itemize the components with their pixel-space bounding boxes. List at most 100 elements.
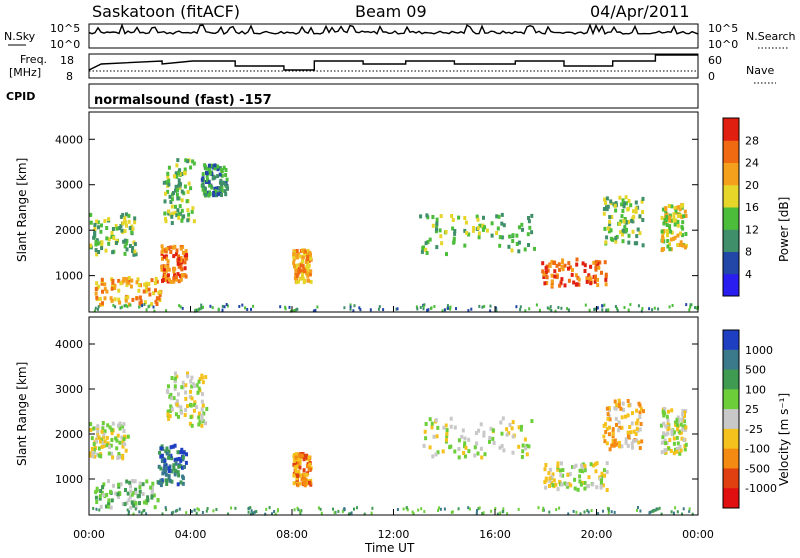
echo-cell	[292, 257, 296, 262]
echo-cell	[432, 434, 436, 439]
echo-cell	[101, 441, 105, 445]
echo-cell	[445, 437, 448, 442]
echo-cell	[105, 435, 109, 440]
colorbar-segment	[723, 184, 739, 208]
echo-cell	[681, 427, 685, 432]
echo-cell	[197, 386, 201, 391]
echo-cell	[576, 487, 580, 492]
echo-cell	[613, 438, 617, 443]
echo-cell	[602, 211, 606, 216]
echo-cell	[430, 421, 434, 426]
echo-cell	[674, 422, 678, 427]
echo-cell	[179, 258, 183, 263]
ground-scatter-cell	[178, 304, 181, 308]
ground-scatter-cell	[141, 304, 144, 308]
echo-cell	[130, 230, 134, 235]
echo-cell	[293, 276, 297, 281]
echo-cell	[583, 481, 587, 485]
echo-cell	[92, 447, 96, 452]
ground-scatter-cell	[123, 304, 126, 308]
echo-cell	[642, 409, 645, 414]
ground-scatter-cell	[370, 511, 373, 515]
echo-cell	[124, 298, 128, 303]
echo-cell	[670, 408, 674, 413]
echo-cell	[292, 261, 296, 266]
echo-cell	[619, 219, 623, 224]
echo-cell	[608, 417, 612, 422]
echo-cell	[666, 431, 670, 436]
ground-scatter-cell	[178, 507, 181, 511]
echo-cell	[305, 481, 309, 486]
y-tick-label: 3000	[55, 383, 83, 396]
echo-cell	[577, 277, 581, 282]
echo-cell	[521, 227, 524, 232]
echo-cell	[164, 268, 168, 273]
echo-cell	[216, 164, 220, 169]
echo-cell	[301, 248, 305, 253]
ground-scatter-cell	[681, 512, 683, 516]
echo-cell	[467, 449, 471, 454]
echo-cell	[162, 180, 166, 185]
echo-cell	[113, 286, 117, 290]
echo-cell	[304, 260, 308, 264]
echo-cell	[191, 382, 195, 387]
echo-cell	[541, 261, 545, 266]
ground-scatter-cell	[249, 506, 252, 510]
echo-cell	[162, 264, 166, 269]
ground-scatter-cell	[538, 308, 541, 312]
ground-scatter-cell	[660, 512, 663, 516]
echo-cell	[515, 233, 519, 238]
echo-cell	[476, 226, 480, 231]
echo-cell	[111, 284, 115, 289]
echo-cell	[167, 476, 171, 481]
echo-cell	[195, 383, 199, 388]
echo-cell	[301, 255, 305, 260]
echo-cell	[294, 455, 298, 460]
echo-cell	[175, 163, 179, 168]
echo-cell	[500, 235, 504, 240]
echo-cell	[153, 281, 157, 286]
echo-cell	[585, 484, 589, 489]
echo-cell	[119, 482, 123, 487]
echo-cell	[428, 445, 432, 450]
echo-cell	[102, 432, 106, 437]
echo-cell	[675, 205, 679, 210]
echo-cell	[638, 446, 642, 450]
echo-cell	[110, 427, 114, 432]
echo-cell	[207, 167, 211, 172]
echo-cell	[157, 464, 161, 469]
ground-scatter-cell	[196, 507, 199, 511]
echo-cell	[121, 453, 125, 458]
echo-cell	[128, 480, 132, 485]
echo-cell	[457, 455, 461, 460]
echo-cell	[668, 242, 671, 247]
x-tick-label: 08:00	[276, 528, 308, 541]
ground-scatter-cell	[615, 307, 618, 310]
echo-cell	[173, 472, 177, 477]
echo-cell	[115, 226, 119, 231]
ground-scatter-cell	[382, 308, 385, 312]
echo-cell	[599, 483, 603, 488]
echo-cell	[112, 236, 116, 240]
ground-scatter-cell	[252, 511, 254, 515]
echo-cell	[180, 198, 184, 203]
echo-cell	[309, 279, 313, 284]
echo-cell	[213, 166, 217, 171]
echo-cell	[129, 284, 133, 289]
echo-cell	[604, 277, 608, 282]
echo-cell	[304, 455, 308, 460]
echo-cell	[580, 469, 584, 473]
echo-cell	[491, 436, 495, 441]
echo-cell	[548, 476, 552, 481]
echo-cell	[605, 488, 609, 492]
freq-frame	[88, 53, 699, 79]
echo-cell	[189, 403, 193, 408]
echo-cell	[164, 478, 168, 483]
colorbar-tick-label: 4	[745, 268, 752, 281]
echo-cell	[452, 236, 456, 241]
echo-cell	[426, 240, 430, 244]
echo-cell	[604, 282, 608, 287]
ground-scatter-cell	[606, 507, 609, 510]
echo-cell	[558, 267, 561, 272]
echo-cell	[152, 291, 156, 296]
